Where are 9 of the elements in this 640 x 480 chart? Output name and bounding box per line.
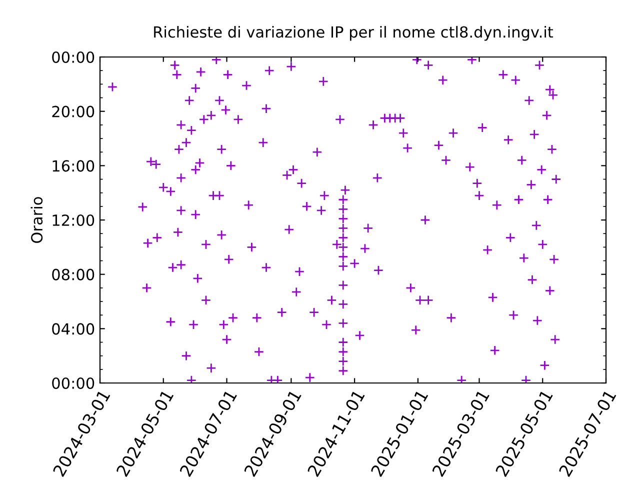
- y-tick-label: 20:00: [52, 106, 94, 118]
- y-tick-label: 00:00: [52, 377, 94, 390]
- y-tick-label: 16:00: [52, 160, 94, 172]
- chart-title: Richieste di variazione IP per il nome ctl8.dyn.ingv.it: [154, 26, 554, 41]
- y-tick-label: 00:00: [52, 51, 94, 64]
- y-axis-title: Orario: [30, 197, 43, 243]
- y-tick-label: 08:00: [52, 268, 94, 280]
- y-tick-label: 04:00: [52, 323, 94, 335]
- y-tick-label: 12:00: [52, 214, 94, 226]
